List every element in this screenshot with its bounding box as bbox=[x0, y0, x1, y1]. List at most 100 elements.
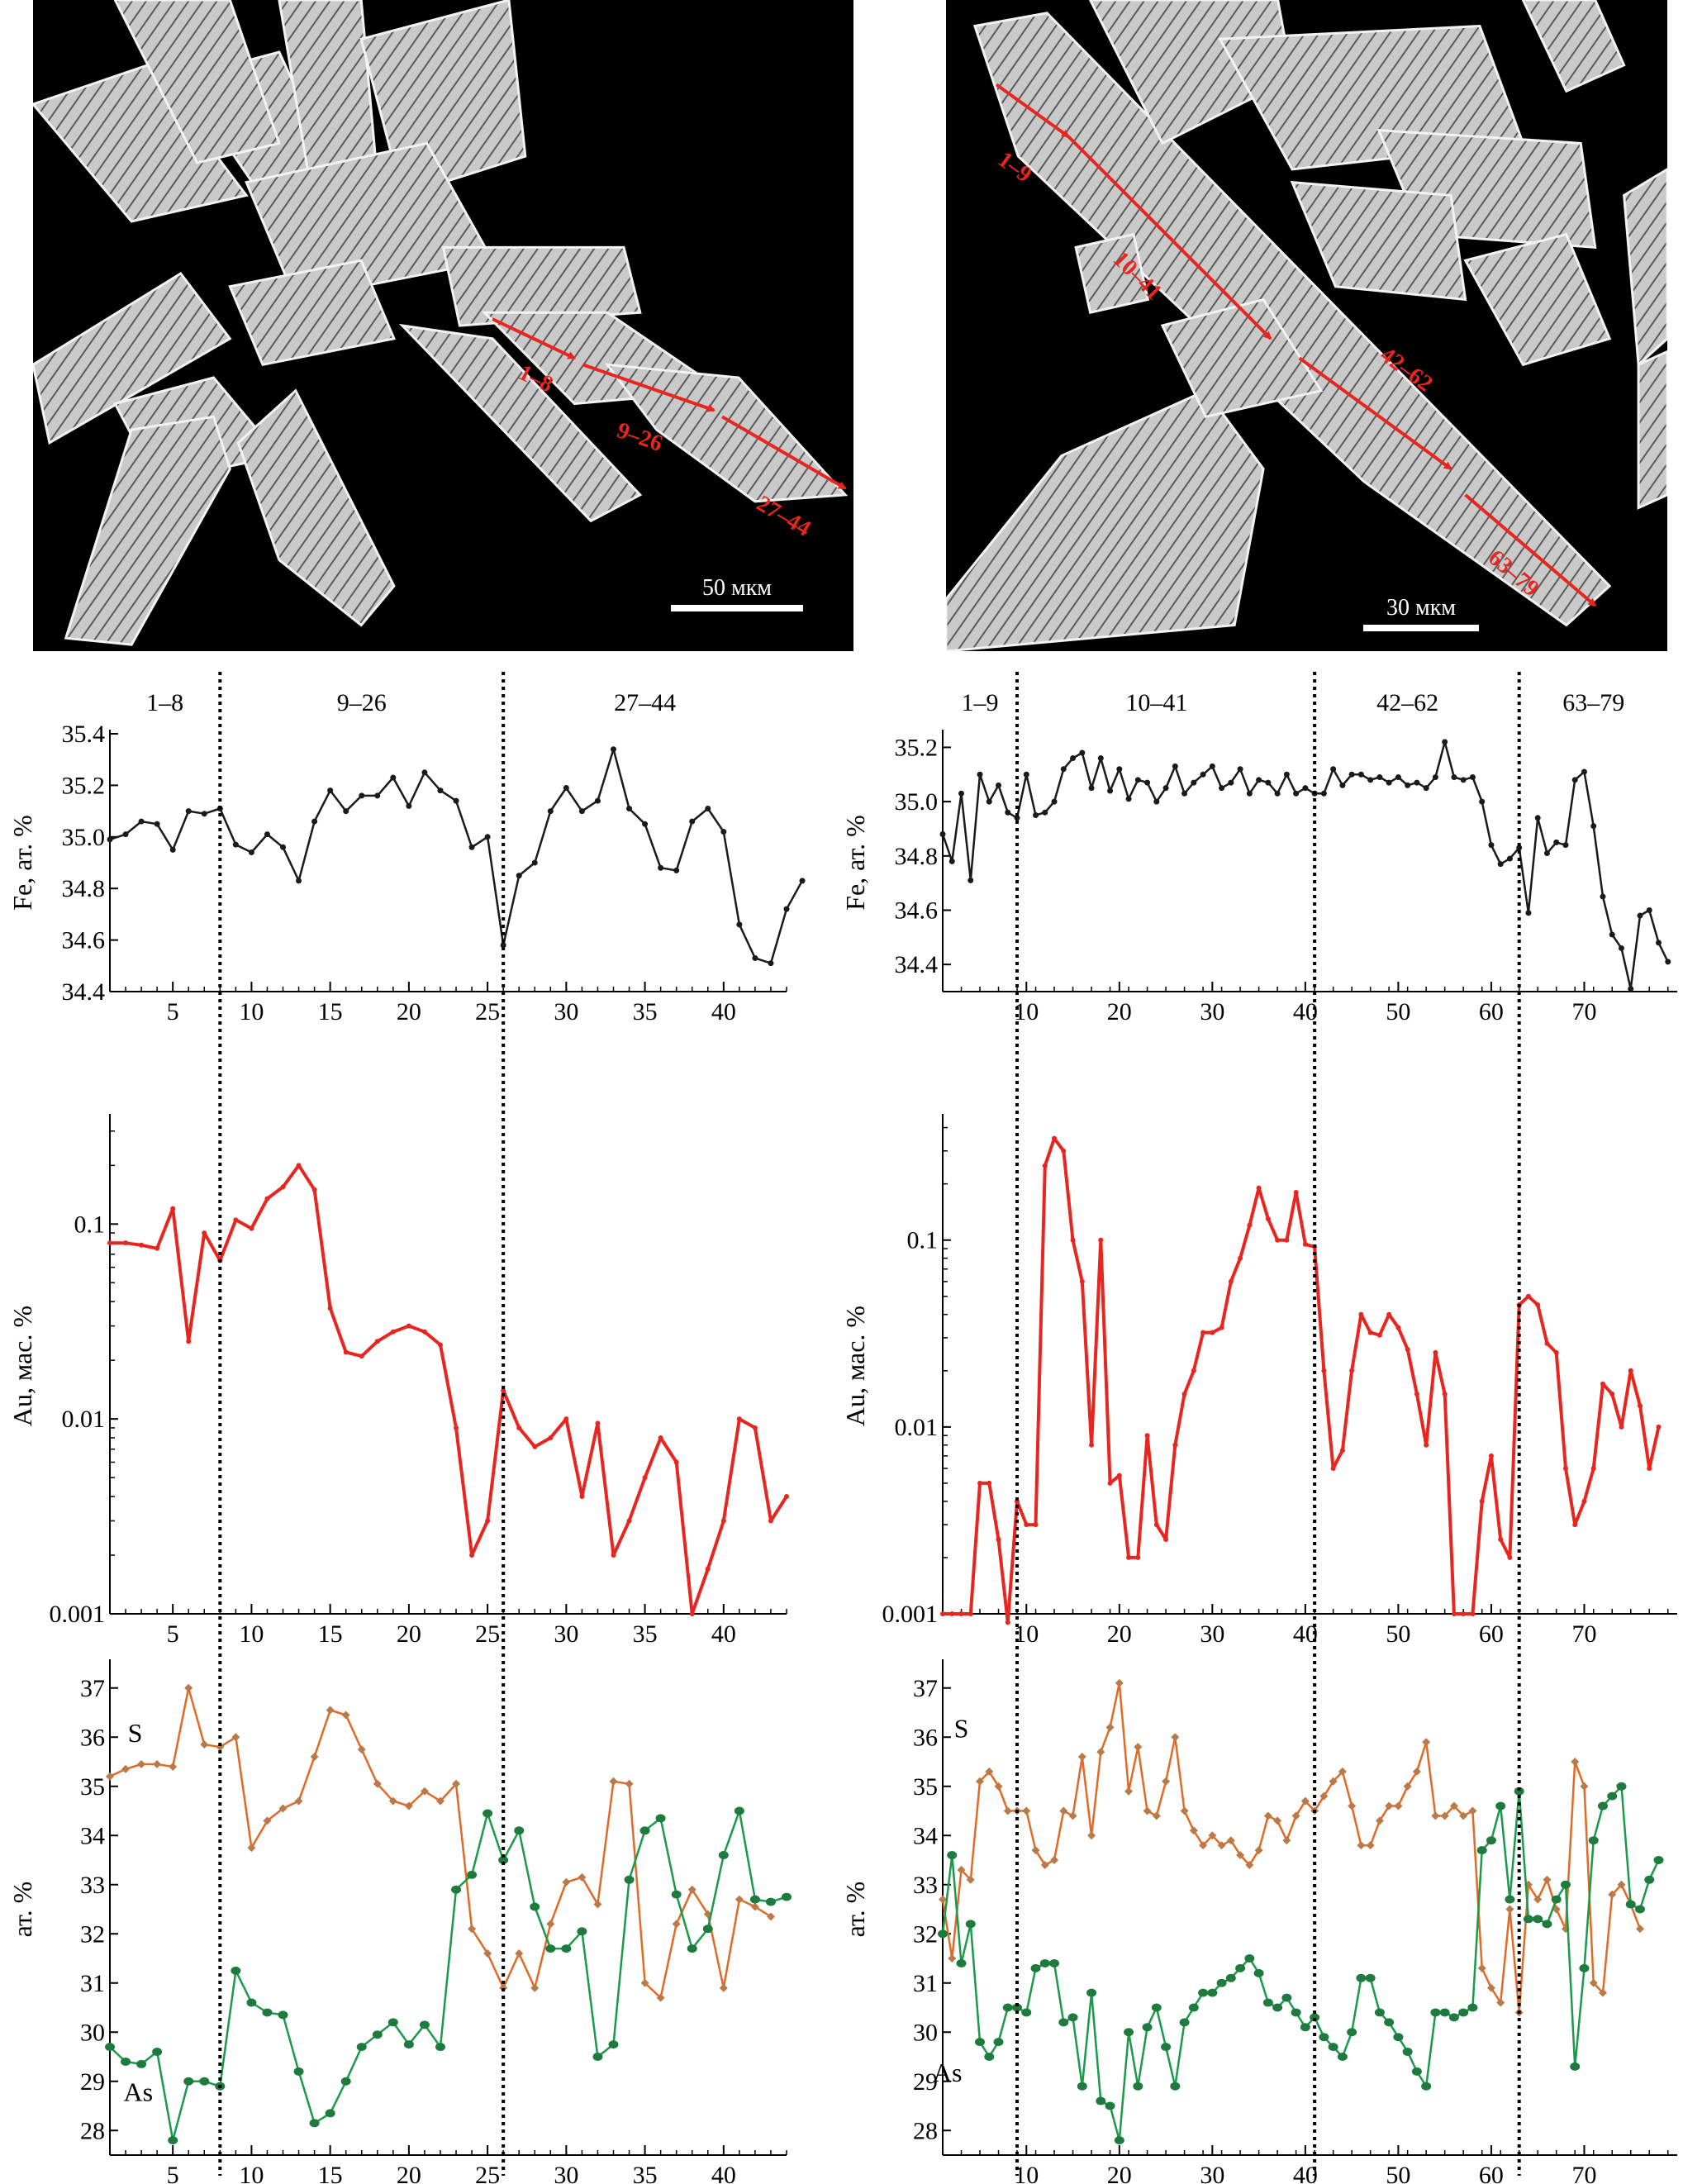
data-point bbox=[326, 1706, 335, 1715]
x-tick-label: 25 bbox=[475, 1620, 500, 1648]
data-point bbox=[1644, 1875, 1655, 1884]
x-tick-label: 50 bbox=[1386, 1620, 1410, 1648]
data-point bbox=[1023, 771, 1029, 778]
data-point bbox=[1405, 1347, 1410, 1353]
data-point bbox=[1116, 1473, 1122, 1478]
section-label: 27–44 bbox=[614, 689, 676, 716]
data-point bbox=[421, 1329, 427, 1335]
data-point bbox=[154, 821, 160, 827]
data-point bbox=[498, 1856, 509, 1864]
zone-arrow bbox=[995, 83, 1071, 139]
data-point bbox=[1096, 1748, 1105, 1757]
data-point bbox=[1619, 1424, 1624, 1430]
data-point bbox=[1394, 1801, 1403, 1810]
data-point bbox=[940, 1611, 945, 1616]
data-point bbox=[499, 1983, 508, 1992]
x-tick-label: 15 bbox=[318, 998, 343, 1025]
data-point bbox=[1256, 777, 1262, 783]
scale-bar-label: 50 мкм bbox=[702, 575, 772, 601]
chart-panel: 0.001 0.01 0.1 5 10 15 20 25 30 35 40 Au, мас. % bbox=[7, 1114, 789, 1648]
data-point bbox=[1200, 1330, 1206, 1335]
data-point bbox=[1329, 1777, 1338, 1786]
data-point bbox=[1338, 1767, 1347, 1776]
data-point bbox=[1087, 1831, 1096, 1840]
x-tick-label: 20 bbox=[1107, 998, 1132, 1025]
data-point bbox=[1105, 1723, 1115, 1732]
data-point bbox=[1589, 1978, 1598, 1987]
data-point bbox=[231, 1733, 240, 1742]
data-point bbox=[1543, 1875, 1552, 1884]
data-point bbox=[1125, 796, 1132, 802]
data-point bbox=[1367, 1330, 1373, 1335]
section-label: 42–62 bbox=[1376, 689, 1438, 716]
data-point bbox=[1170, 2082, 1181, 2091]
crystal-shape bbox=[359, 0, 527, 197]
crystal-shape bbox=[441, 245, 642, 327]
data-point bbox=[1414, 1392, 1419, 1397]
data-point bbox=[658, 864, 664, 871]
data-point bbox=[736, 921, 743, 928]
data-point bbox=[1096, 2096, 1106, 2105]
data-point bbox=[1217, 1841, 1226, 1850]
data-point bbox=[1237, 766, 1243, 773]
y-tick-label: 0.01 bbox=[895, 1414, 939, 1441]
y-tick-label: 29 bbox=[913, 2068, 938, 2096]
data-point bbox=[1525, 1293, 1531, 1299]
x-tick-label: 20 bbox=[1107, 1620, 1132, 1648]
y-tick-label: 34 bbox=[80, 1822, 105, 1849]
data-point bbox=[985, 1767, 994, 1776]
data-point bbox=[1107, 1480, 1113, 1486]
data-point bbox=[1191, 779, 1197, 786]
data-point bbox=[578, 808, 585, 815]
data-point bbox=[1467, 2003, 1478, 2012]
data-point bbox=[327, 787, 334, 794]
data-point bbox=[1542, 1920, 1552, 1929]
y-tick-label: 0.001 bbox=[50, 1601, 106, 1628]
data-point bbox=[404, 1801, 413, 1810]
data-point bbox=[1553, 1349, 1559, 1355]
data-point bbox=[947, 1851, 958, 1860]
data-point bbox=[783, 906, 790, 912]
data-point bbox=[123, 1240, 129, 1246]
data-point bbox=[311, 818, 318, 825]
data-point bbox=[1163, 1537, 1169, 1543]
y-tick-label: 0.1 bbox=[74, 1211, 106, 1238]
data-point bbox=[563, 1416, 569, 1422]
data-point bbox=[1293, 1189, 1299, 1195]
data-point bbox=[1560, 1880, 1571, 1889]
data-point bbox=[1293, 790, 1300, 797]
data-point bbox=[1228, 1278, 1234, 1284]
y-tick-label: 34.4 bbox=[62, 978, 106, 1006]
data-point bbox=[547, 808, 554, 815]
y-tick-label: 31 bbox=[80, 1970, 105, 1997]
data-point bbox=[1423, 785, 1429, 792]
crystal-shape bbox=[228, 259, 396, 367]
data-point bbox=[784, 1494, 789, 1500]
data-point bbox=[1479, 798, 1486, 805]
data-point bbox=[1124, 1787, 1134, 1796]
crystal-shape bbox=[33, 64, 249, 223]
data-point bbox=[435, 1796, 445, 1806]
data-point bbox=[1535, 1302, 1541, 1308]
data-point bbox=[1321, 1368, 1327, 1373]
data-point bbox=[579, 1494, 585, 1500]
series-line bbox=[941, 740, 1669, 990]
data-point bbox=[750, 1902, 759, 1911]
data-point bbox=[437, 1342, 443, 1348]
data-point bbox=[168, 2136, 178, 2145]
zone-arrow bbox=[1298, 356, 1452, 470]
data-point bbox=[1151, 2003, 1162, 2012]
data-point bbox=[1411, 2067, 1422, 2076]
data-point bbox=[1349, 1368, 1355, 1373]
y-axis-label: Fe, ат. % bbox=[840, 815, 870, 911]
x-tick-label: 20 bbox=[1107, 2162, 1132, 2184]
data-point bbox=[483, 1809, 493, 1818]
data-point bbox=[1600, 1381, 1605, 1387]
data-point bbox=[1265, 1216, 1271, 1221]
y-tick-label: 37 bbox=[80, 1675, 105, 1702]
data-point bbox=[984, 2053, 995, 2061]
series-line bbox=[110, 1163, 788, 1615]
x-tick-label: 20 bbox=[397, 1620, 421, 1648]
data-point bbox=[1320, 790, 1327, 797]
data-point bbox=[1451, 774, 1457, 781]
